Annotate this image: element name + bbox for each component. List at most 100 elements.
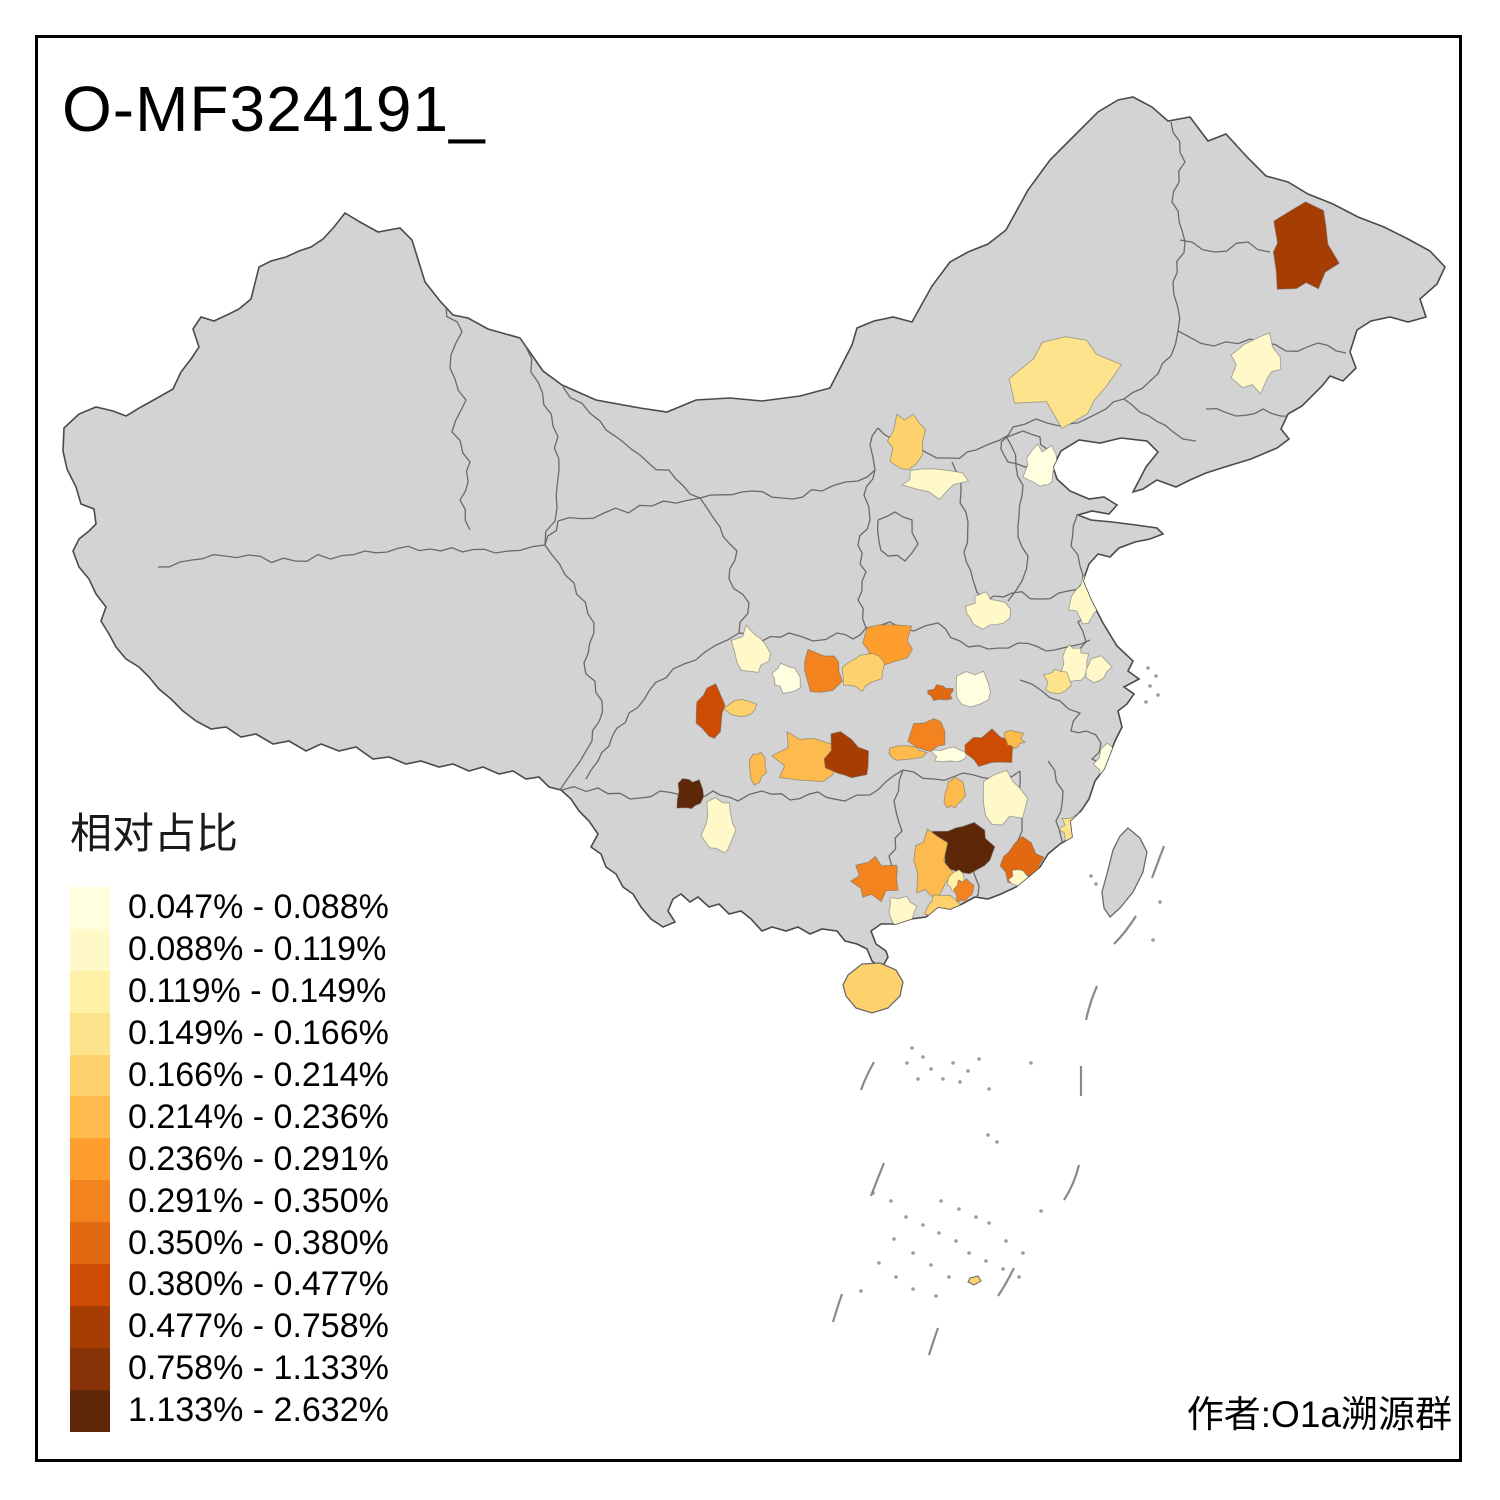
province-border-line [699,469,876,500]
province-border-line [1047,760,1070,850]
legend-label: 0.088% - 0.119% [128,930,387,969]
legend-swatch [70,887,110,929]
islet-dot [1029,1061,1033,1065]
province-border-line [1170,121,1186,332]
map-region-sichuan-yaan [695,683,726,739]
small-islands [859,666,1162,1298]
map-region-sichuan-guangyuan [804,648,843,693]
province-border-line [1019,679,1104,772]
legend-label: 0.477% - 0.758% [128,1307,389,1346]
map-region-chongqing-dark [823,731,869,779]
islet-dot [1158,900,1162,904]
islet-dot [987,1087,991,1091]
province-border-line [1070,515,1084,583]
islet-dot [929,1067,933,1071]
islet-dot [894,1275,898,1279]
map-region-neimenggu-ordos [901,468,969,500]
map-region-hunan-zhangjiajie [907,718,946,752]
islet-dot [937,1231,941,1235]
province-border-line [857,427,879,629]
legend-item: 0.477% - 0.758% [70,1305,389,1348]
islet-dot [995,1140,999,1144]
legend-swatch [70,1347,110,1390]
legend-item: 1.133% - 2.632% [70,1389,389,1432]
islet-dot [941,1077,945,1081]
province-border-line [519,337,560,546]
legend-item: 0.119% - 0.149% [70,970,389,1013]
islet-dot [877,1261,881,1265]
plot-frame [35,35,1462,1462]
islet-dot [1021,1251,1025,1255]
province-border-line [699,497,750,634]
legend-label: 1.133% - 2.632% [128,1391,389,1430]
map-region-hunan-changde [888,745,928,761]
map-region-heilongjiang-ne [1272,201,1340,290]
legend-swatch [70,1222,110,1265]
islet-dot [1144,700,1148,704]
legend-label: 0.149% - 0.166% [128,1014,389,1053]
map-region-jiangsu-nanjing [1085,655,1113,684]
map-region-sichuan-panzhihua [676,778,705,810]
islet-dot [984,1259,988,1263]
islet-dot [1094,882,1098,886]
author-credit: 作者:O1a溯源群 [1186,1394,1452,1435]
legend-item: 0.047% - 0.088% [70,887,389,929]
legend-swatch [70,1096,110,1139]
map-region-anhui-chuzhou [1060,644,1090,683]
islet-dot [859,1289,863,1293]
islet-dot [967,1251,971,1255]
map-region-sichuan-leshan-strip [748,751,768,786]
map-region-hubei-wuhan [955,670,991,708]
legend-swatch [70,970,110,1013]
province-border-line [1179,239,1271,253]
map-region-jiangxi-north-light [1003,729,1026,749]
highlighted-regions [676,201,1340,929]
islet-dot [951,1061,955,1065]
legend-swatch [70,1305,110,1348]
hainan-island [842,962,904,1014]
islet-dot [916,1077,920,1081]
islet-dot [929,1263,933,1267]
map-region-sichuan-dazhou [841,653,886,693]
islet-dot [1146,666,1150,670]
province-border-line [157,544,546,568]
legend-swatch [70,1138,110,1181]
map-region-guangxi-wuzhou [953,878,975,904]
map-region-hubei-shiyan [927,684,954,702]
map-region-neimenggu-chifeng [1008,336,1123,430]
map-region-hunan-south-dark [931,821,996,875]
islet-dot [1151,938,1155,942]
legend-item: 0.350% - 0.380% [70,1222,389,1265]
legend-label: 0.758% - 1.133% [128,1349,389,1388]
map-region-neimenggu-wuhai [886,413,927,470]
map-region-yunnan-chuxiong [700,797,737,854]
legend-label: 0.119% - 0.149% [128,972,387,1011]
legend-swatch [70,1012,110,1055]
province-border-line [544,497,701,546]
islet-dot [939,1199,943,1203]
legend-label: 0.380% - 0.477% [128,1265,389,1304]
map-region-sichuan-plain-west [771,662,801,695]
legend-item: 0.291% - 0.350% [70,1180,389,1223]
province-border-line [1000,430,1049,468]
province-border-line [876,511,919,562]
province-border-line [585,632,740,780]
islet-dot [958,1080,962,1084]
legend-item: 0.236% - 0.291% [70,1138,389,1181]
legend-swatch [70,1264,110,1306]
map-region-guangxi-hechi [849,855,899,903]
islet-dot [910,1046,914,1050]
islet-dot [1001,1267,1005,1271]
islet-dot [1154,674,1158,678]
legend: 相对占比 0.047% - 0.088% 0.088% - 0.119% 0.119… [70,800,389,1432]
legend-swatch [70,1389,110,1432]
legend-label: 0.350% - 0.380% [128,1223,389,1262]
islet-dot [957,1207,961,1211]
province-border-line [561,769,904,802]
map-region-anhui-hefei [1042,668,1072,695]
legend-swatch [70,928,110,971]
map-region-sichuan-west-light [723,698,758,717]
legend-title: 相对占比 [70,810,239,857]
islet-dot [911,1287,915,1291]
islet-dot [1156,693,1160,697]
